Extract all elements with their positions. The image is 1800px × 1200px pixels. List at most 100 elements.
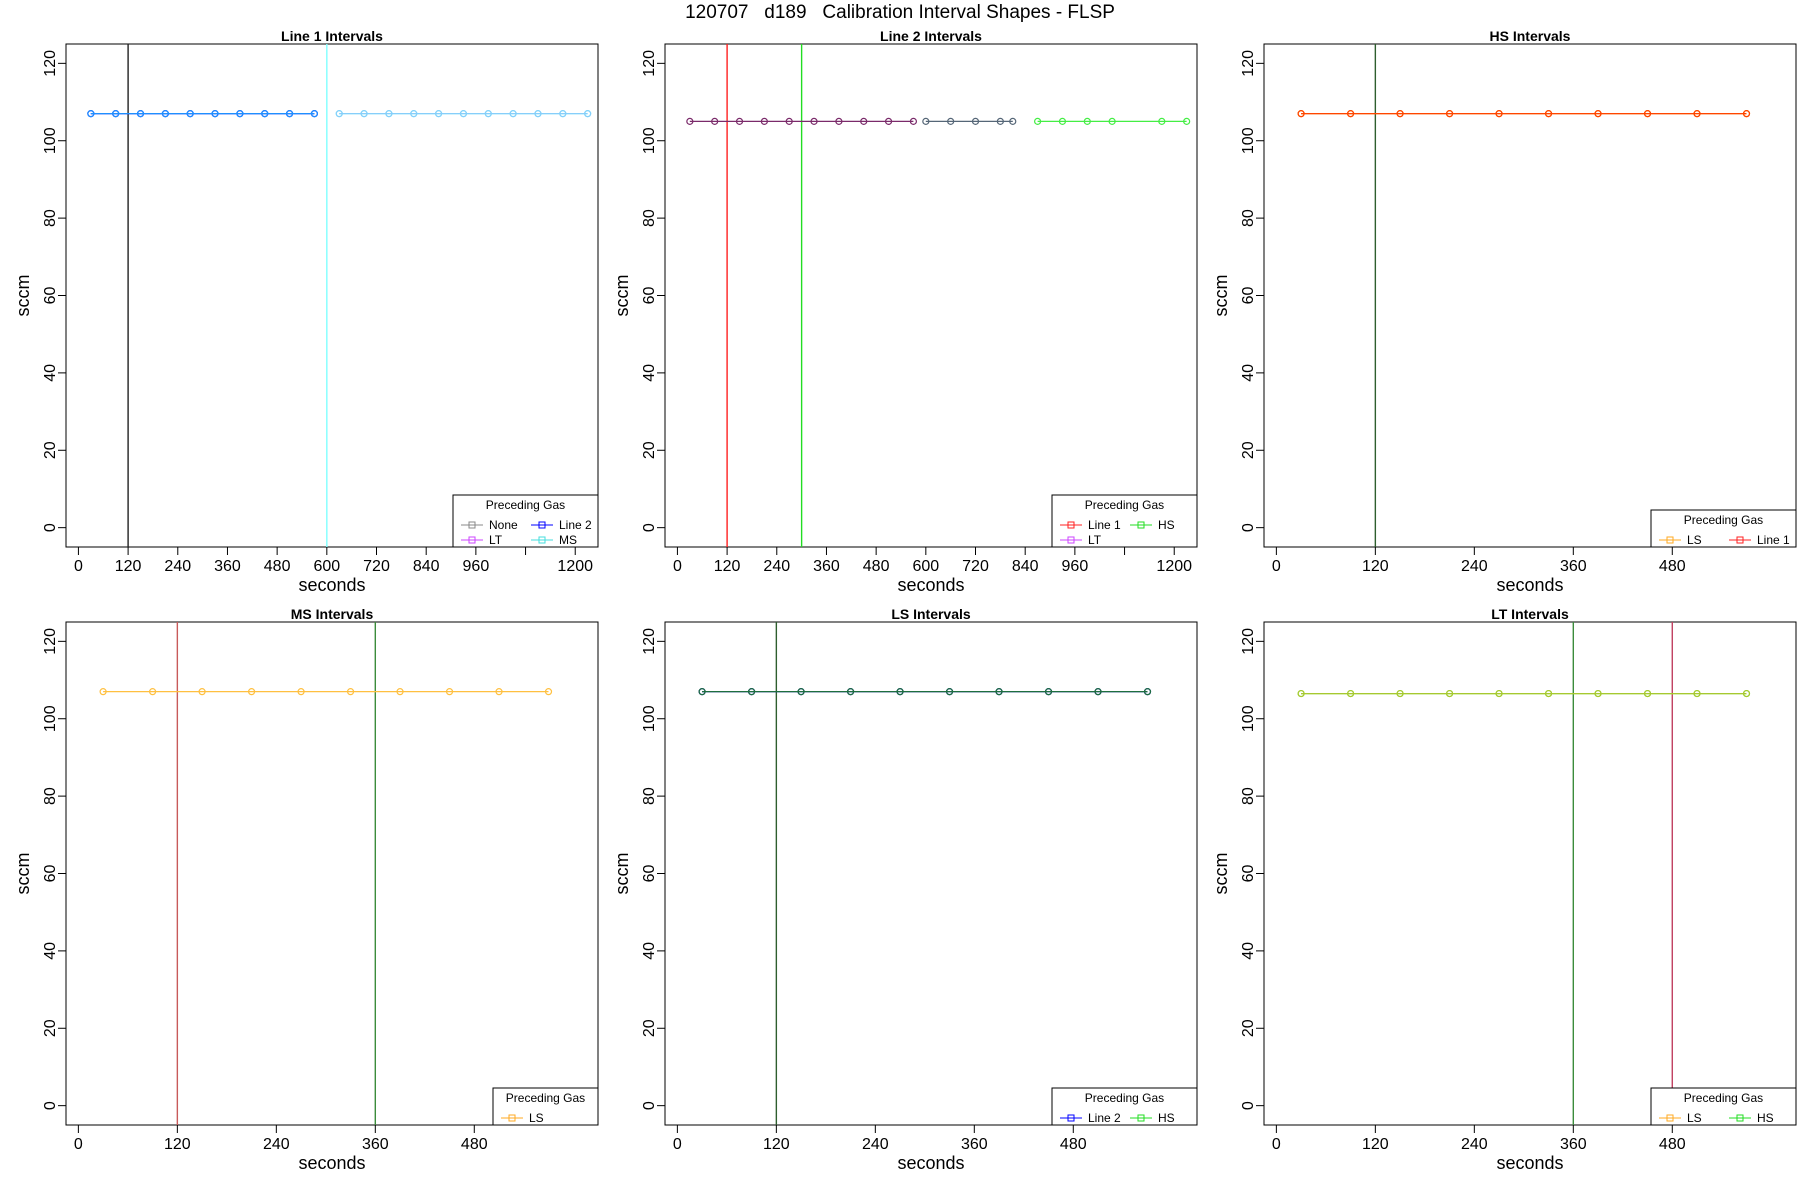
data-point <box>1495 689 1503 698</box>
chart-panel-3: HS Intervals 0 120 240 360 480 seconds 0 20 40 60 8… <box>1211 28 1797 595</box>
legend-swatch-marker <box>1666 1114 1674 1122</box>
data-point <box>297 688 305 696</box>
x-tick-label: 360 <box>1560 1136 1587 1153</box>
x-tick-label: 720 <box>962 558 989 575</box>
data-point <box>385 110 393 118</box>
x-tick-label: 0 <box>673 1136 682 1153</box>
y-axis: 0 20 40 60 80 100 120 <box>1240 50 1265 532</box>
data-point <box>711 117 719 125</box>
data-point <box>495 688 503 696</box>
y-tick-label: 40 <box>1240 942 1257 960</box>
data-point <box>544 688 553 696</box>
x-tick-label: 360 <box>362 1136 389 1153</box>
data-point <box>1009 117 1017 125</box>
x-tick-label: 840 <box>1012 558 1039 575</box>
legend-swatch-marker <box>468 521 476 529</box>
legend-swatch-marker <box>538 521 546 529</box>
x-tick-label: 120 <box>1362 558 1389 575</box>
x-tick-label: 480 <box>1060 1136 1087 1153</box>
y-tick-label: 20 <box>1240 441 1257 459</box>
x-tick-label: 480 <box>264 558 291 575</box>
data-point <box>1158 117 1166 125</box>
y-tick-label: 80 <box>1240 787 1257 805</box>
y-tick-label: 80 <box>641 209 658 227</box>
legend-swatch-marker <box>1137 521 1145 529</box>
legend-label: LS <box>1687 533 1702 547</box>
x-axis: 0 120 240 360 480 <box>1272 546 1686 575</box>
x-axis-label: seconds <box>298 575 365 595</box>
legend-label: Line 1 <box>1088 518 1121 532</box>
data-series <box>87 110 319 118</box>
data-point <box>1297 110 1305 118</box>
y-tick-label: 60 <box>1240 865 1257 883</box>
data-point <box>559 110 567 118</box>
data-point <box>1544 689 1553 698</box>
legend-swatch-marker <box>1067 536 1075 544</box>
legend-swatch-marker <box>1736 536 1744 544</box>
y-axis: 0 20 40 60 80 100 120 <box>641 628 666 1110</box>
legend-label: HS <box>1158 1111 1175 1125</box>
legend-label: LT <box>489 533 503 547</box>
x-tick-label: 240 <box>1461 558 1488 575</box>
data-point <box>996 117 1004 125</box>
legend-swatch-marker <box>1067 1114 1075 1122</box>
data-point <box>1643 689 1652 698</box>
legend-entry: Line 1 <box>1729 533 1790 547</box>
y-tick-label: 120 <box>1240 628 1257 655</box>
data-point <box>1083 117 1091 125</box>
chart-panel-4: MS Intervals 0 120 240 360 480 seconds 0 20 40 60 8… <box>13 606 599 1173</box>
plot-frame <box>664 43 1198 548</box>
x-tick-label: 120 <box>763 1136 790 1153</box>
data-series <box>1297 110 1751 118</box>
chart-title: Line 2 Intervals <box>880 28 982 44</box>
data-point <box>335 110 343 118</box>
y-tick-label: 80 <box>641 787 658 805</box>
y-tick-label: 100 <box>42 127 59 154</box>
x-tick-label: 360 <box>214 558 241 575</box>
x-tick-label: 360 <box>1560 558 1587 575</box>
data-point <box>760 117 768 125</box>
data-point <box>1495 110 1503 118</box>
y-tick-label: 80 <box>42 209 59 227</box>
x-tick-label: 600 <box>313 558 340 575</box>
data-point <box>1108 117 1116 125</box>
data-point <box>1544 110 1553 118</box>
y-tick-label: 40 <box>42 942 59 960</box>
legend-box <box>1650 1087 1797 1126</box>
data-point <box>136 110 145 118</box>
legend-title: Preceding Gas <box>1085 498 1164 512</box>
data-point <box>1742 689 1751 698</box>
legend-label: HS <box>1158 518 1175 532</box>
legend-title: Preceding Gas <box>1684 1091 1763 1105</box>
data-point <box>509 110 517 118</box>
data-point <box>698 688 706 696</box>
data-series <box>335 110 592 118</box>
data-point <box>161 110 169 118</box>
x-tick-label: 480 <box>863 558 890 575</box>
data-point <box>410 110 418 118</box>
data-point <box>797 688 805 696</box>
x-tick-label: 240 <box>862 1136 889 1153</box>
y-axis-label: sccm <box>13 275 33 317</box>
legend-swatch-marker <box>1666 536 1674 544</box>
y-tick-label: 40 <box>641 364 658 382</box>
chart-title: Line 1 Intervals <box>281 28 383 44</box>
data-series <box>922 117 1017 125</box>
x-axis: 0 120 240 360 480 600 720 840 960 1200 <box>673 546 1192 575</box>
x-tick-label: 120 <box>164 1136 191 1153</box>
x-tick-label: 360 <box>813 558 840 575</box>
x-axis: 0 120 240 360 480 600 720 840 960 1200 <box>74 546 593 575</box>
chart-title: MS Intervals <box>291 606 374 622</box>
legend-label: LS <box>529 1111 544 1125</box>
data-point <box>198 688 206 696</box>
plot-frame <box>664 621 1198 1126</box>
y-tick-label: 40 <box>641 942 658 960</box>
y-axis-label: sccm <box>1211 853 1231 895</box>
legend-label: LT <box>1088 533 1102 547</box>
data-point <box>995 688 1003 696</box>
legend-swatch-marker <box>468 536 476 544</box>
figure-title: 120707 d189 Calibration Interval Shapes … <box>685 2 1115 23</box>
